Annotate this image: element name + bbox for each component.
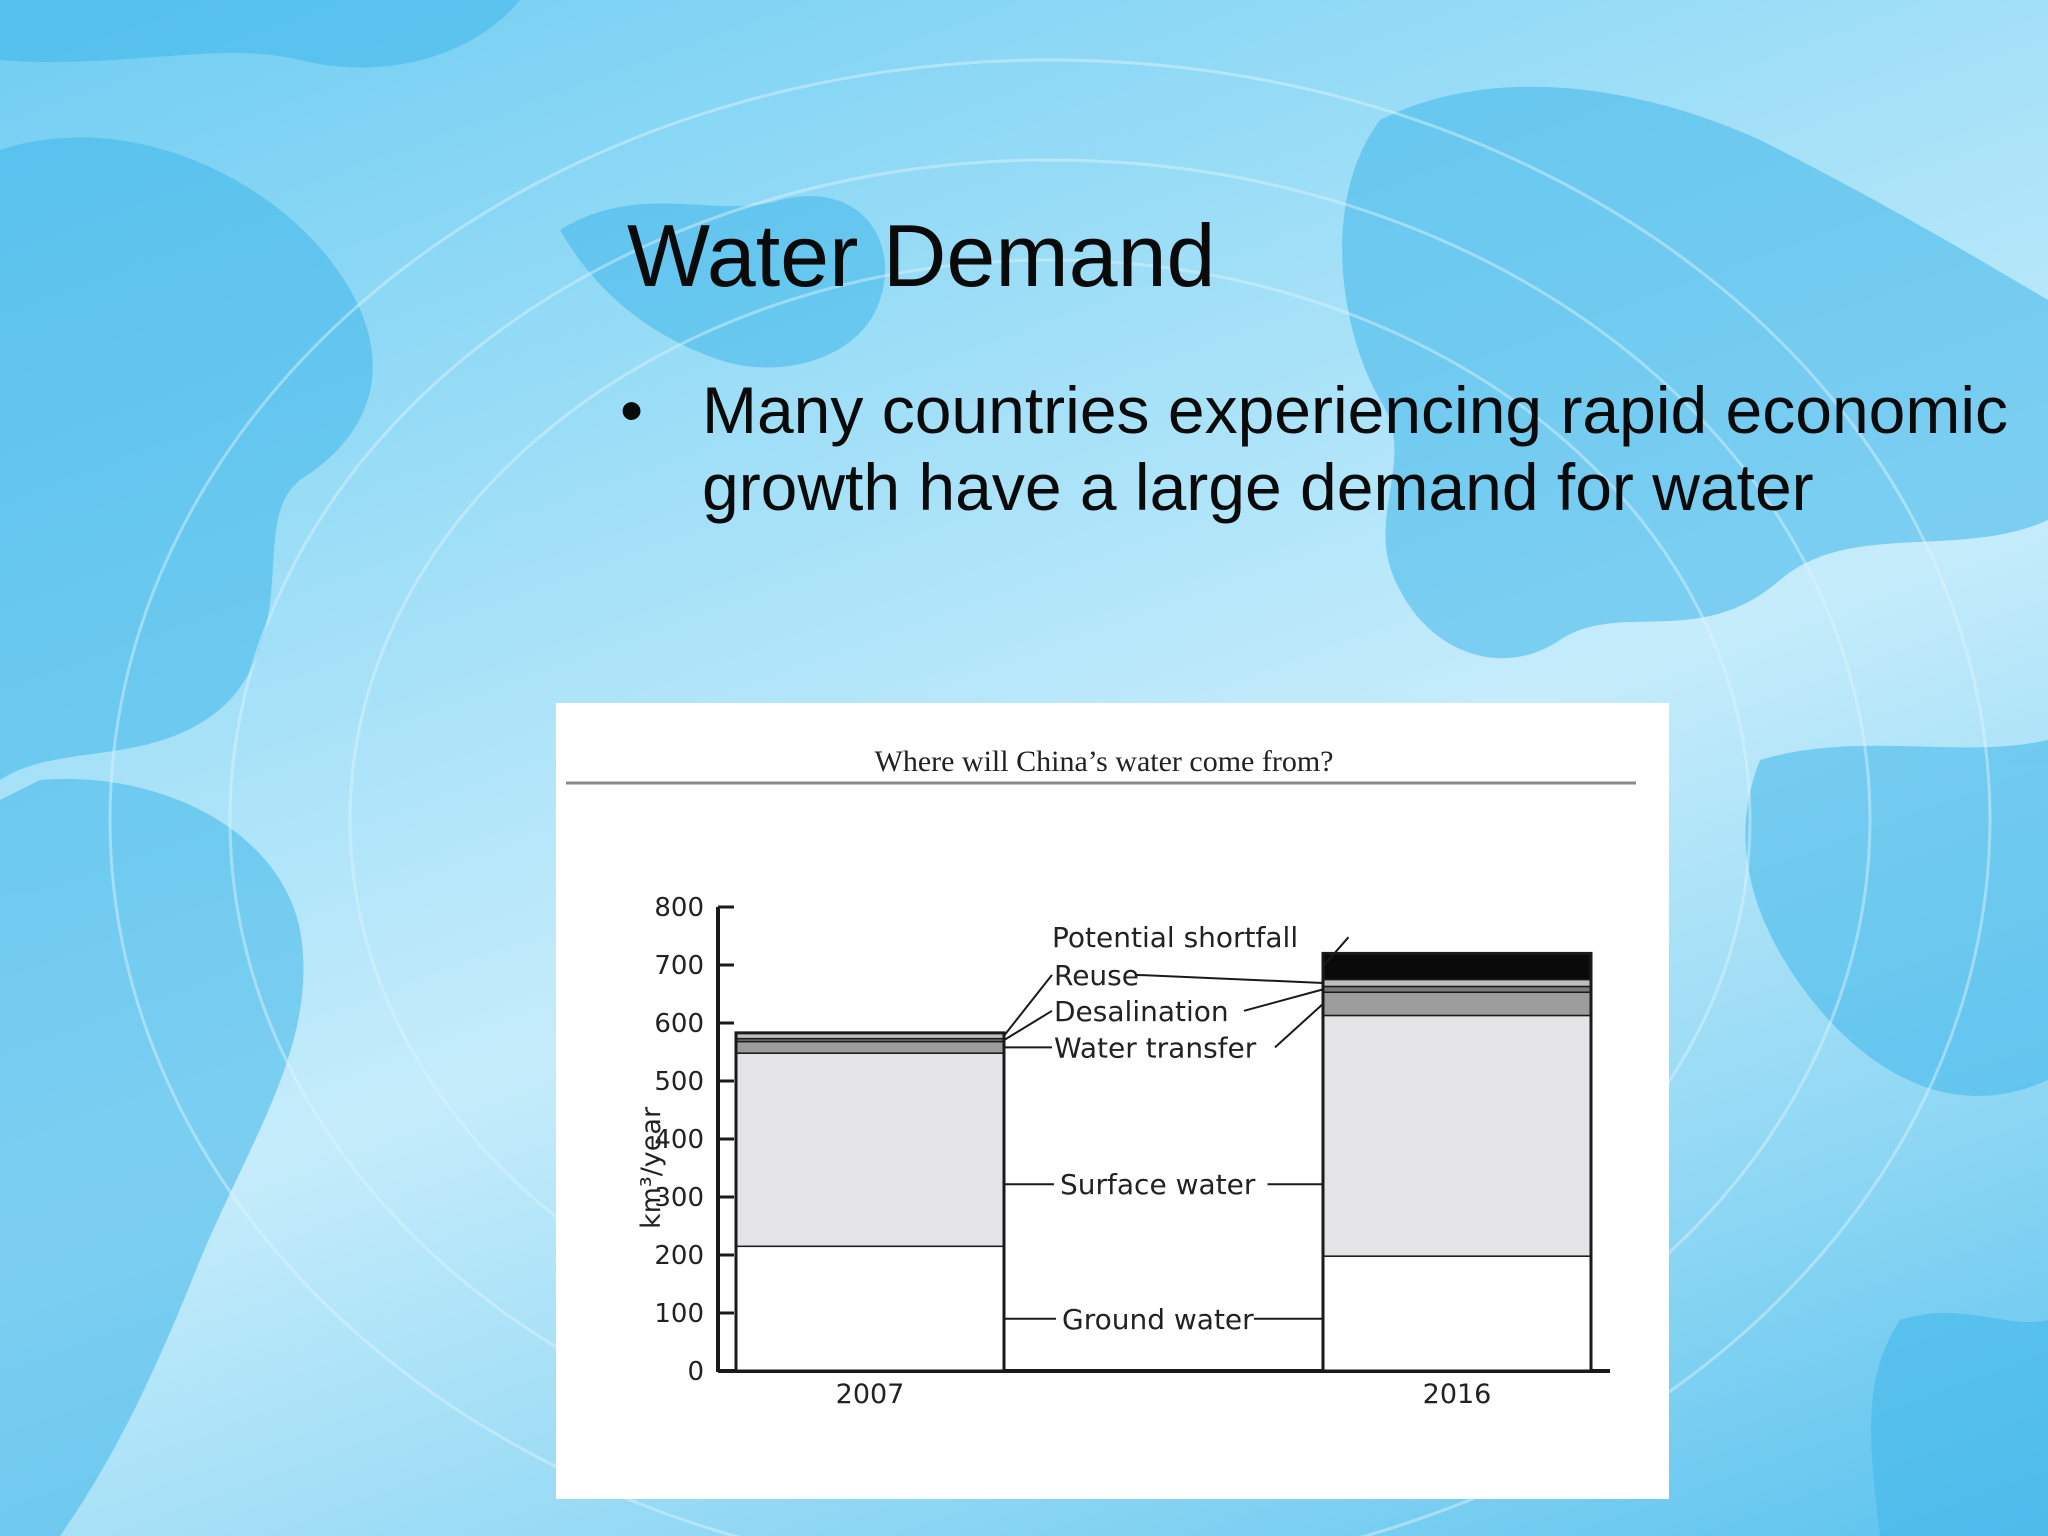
callout-leader [1322,936,1350,968]
bar-segment [1322,978,1592,988]
y-tick-label: 700 [654,951,704,981]
bar-outline [1321,951,1593,1373]
bullet-item: • Many countries experiencing rapid econ… [620,372,2030,526]
callout-label: Potential shortfall [1052,921,1298,954]
y-tick-label: 300 [654,1183,704,1213]
chart-panel: Where will China’s water come from? 0 100… [556,703,1669,1499]
callout-leader [1003,974,1053,1037]
y-tick-label: 500 [654,1067,704,1097]
y-tick-label: 200 [654,1241,704,1271]
callout-leader [1274,1003,1324,1049]
y-tick-label: 800 [654,893,704,923]
callout-label: Water transfer [1054,1031,1257,1064]
bar-segment [735,1245,1005,1372]
bullet-marker: • [620,373,644,447]
bar-segment [1322,991,1592,1017]
x-category-label: 2016 [1423,1379,1492,1410]
callout-label: Ground water [1062,1303,1254,1336]
stacked-bar-chart: Where will China’s water come from? 0 100… [566,745,1636,1410]
bullet-text: Many countries experiencing rapid econom… [702,373,2009,524]
y-axis-label: km³/year [636,1106,667,1229]
callout-leader [1003,1009,1053,1041]
chart-plot-area: 0 100 200 300 400 500 600 700 800 km³/year 2007 201… [636,893,1610,1410]
bar-segment [1322,952,1592,981]
y-tick-label: 0 [687,1357,704,1387]
callout-label: Surface water [1060,1168,1256,1201]
bar-outline [734,1031,1006,1373]
bar-segment [735,1052,1005,1248]
x-category-label: 2007 [836,1379,905,1410]
callout-label: Desalination [1054,995,1229,1028]
bar-segment [1322,985,1592,994]
bar-segment [735,1040,1005,1054]
callout-leader [1135,973,1324,984]
bullet-list: • Many countries experiencing rapid econ… [620,372,2030,526]
chart-title: Where will China’s water come from? [875,745,1334,778]
bar-segment [1322,1014,1592,1257]
y-tick-label: 600 [654,1009,704,1039]
slide-title: Water Demand [627,206,1216,305]
callout-leader [1243,988,1324,1012]
callout-label: Reuse [1054,959,1139,992]
y-tick-label: 400 [654,1125,704,1155]
y-tick-label: 100 [654,1299,704,1329]
bar-segment [1322,1255,1592,1372]
